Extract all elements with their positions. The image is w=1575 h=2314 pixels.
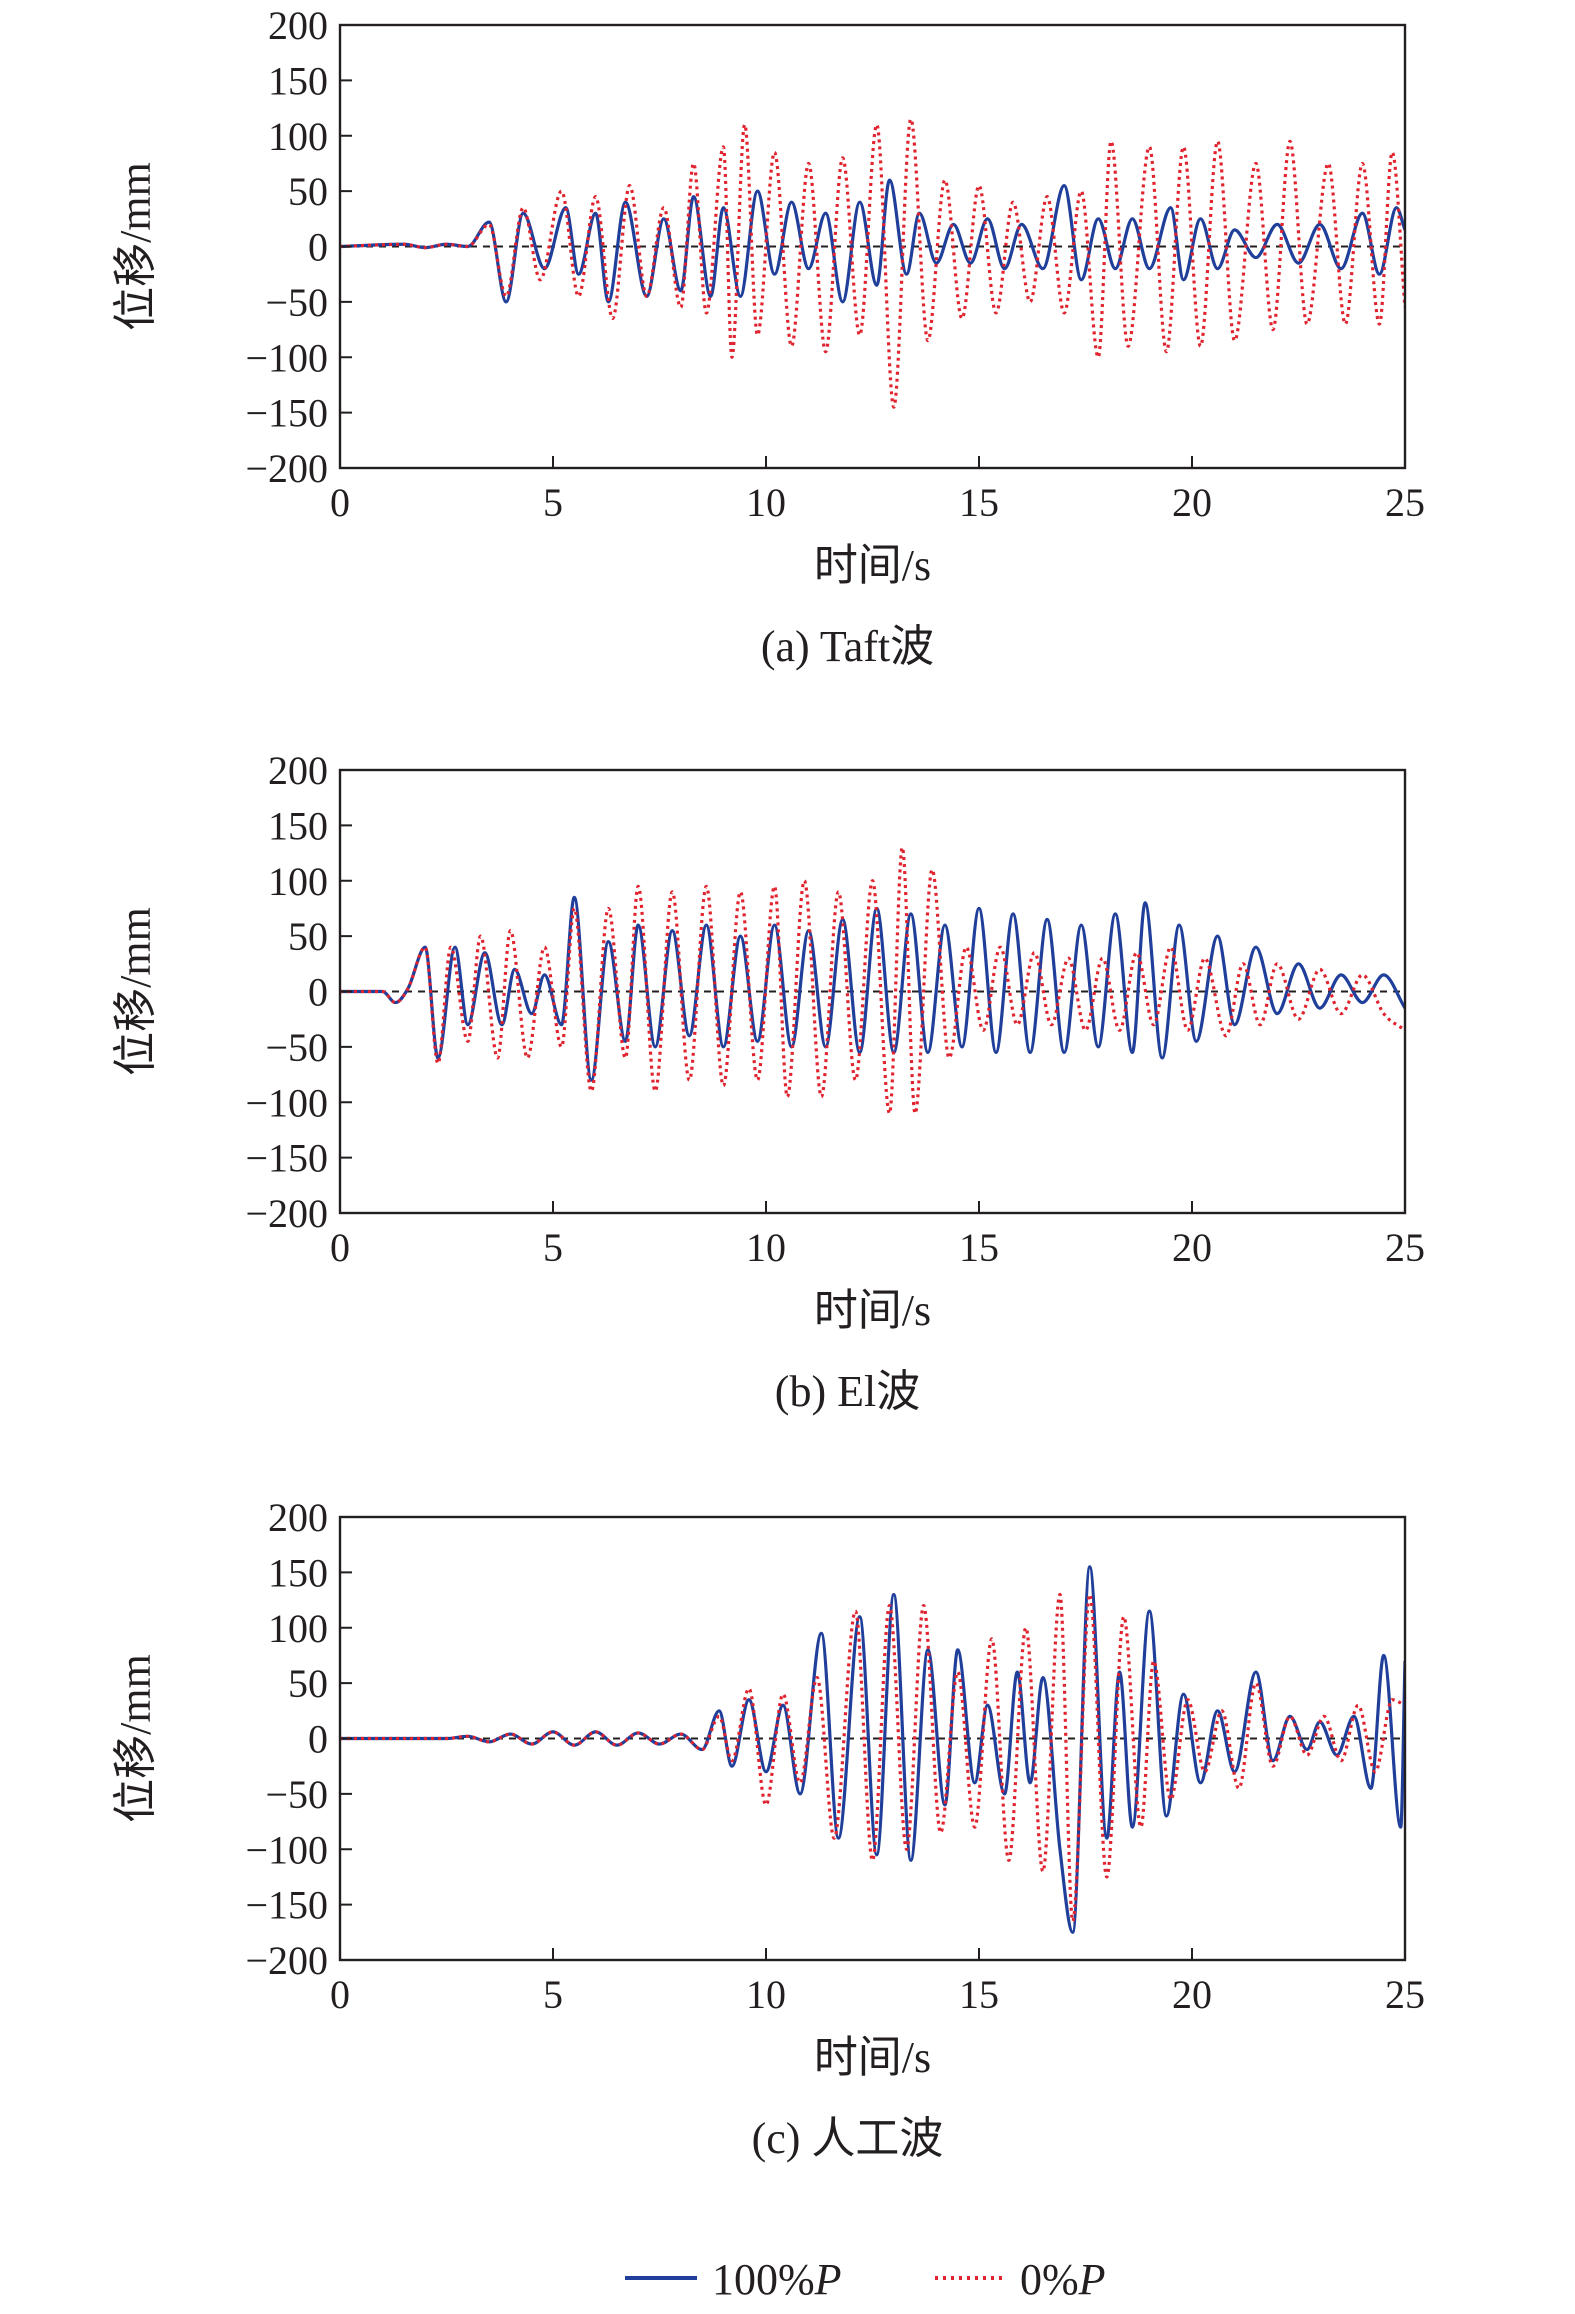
x-tick-label: 5: [543, 1225, 563, 1270]
x-tick-label: 10: [746, 1972, 786, 2017]
y-tick-label: 50: [288, 169, 328, 214]
series-line-100p: [340, 895, 1405, 1082]
y-axis-label: 位移/mm: [111, 162, 160, 331]
series-line-100p: [340, 178, 1405, 304]
y-tick-label: 200: [268, 748, 328, 793]
x-tick-label: 15: [959, 1225, 999, 1270]
x-tick-label: 25: [1385, 1225, 1425, 1270]
x-tick-label: 20: [1172, 480, 1212, 525]
legend-label-100p: 100%P: [712, 2255, 842, 2304]
y-tick-label: −50: [265, 280, 328, 325]
series-line-0p: [340, 845, 1405, 1115]
x-tick-label: 15: [959, 1972, 999, 2017]
y-tick-label: −200: [245, 446, 328, 491]
y-tick-label: −200: [245, 1938, 328, 1983]
y-tick-label: 150: [268, 1550, 328, 1595]
y-tick-label: 0: [308, 1717, 328, 1762]
x-axis-label: 时间/s: [814, 541, 931, 590]
x-tick-label: 10: [746, 480, 786, 525]
y-tick-label: −100: [245, 1080, 328, 1125]
x-tick-label: 10: [746, 1225, 786, 1270]
y-tick-label: −50: [265, 1772, 328, 1817]
panel-caption-taft: (a) Taft波: [761, 622, 934, 671]
y-tick-label: 50: [288, 1661, 328, 1706]
y-tick-label: 100: [268, 1606, 328, 1651]
x-tick-label: 5: [543, 1972, 563, 2017]
x-tick-label: 0: [330, 1972, 350, 2017]
x-tick-label: 0: [330, 1225, 350, 1270]
panel-caption-el: (b) El波: [775, 1367, 920, 1416]
y-tick-label: 50: [288, 914, 328, 959]
y-tick-label: 0: [308, 970, 328, 1015]
legend: 100%P 0%P: [625, 2255, 1106, 2304]
y-tick-label: 0: [308, 225, 328, 270]
y-tick-label: 200: [268, 1495, 328, 1540]
y-tick-label: −100: [245, 1827, 328, 1872]
y-tick-label: 100: [268, 114, 328, 159]
x-tick-label: 25: [1385, 480, 1425, 525]
panel-caption-artificial: (c) 人工波: [752, 2114, 944, 2163]
y-tick-label: −200: [245, 1191, 328, 1236]
y-tick-label: −150: [245, 1136, 328, 1181]
x-tick-label: 25: [1385, 1972, 1425, 2017]
y-tick-label: −50: [265, 1025, 328, 1070]
series-line-0p: [340, 117, 1405, 409]
legend-label-0p: 0%P: [1020, 2255, 1106, 2304]
x-tick-label: 0: [330, 480, 350, 525]
y-tick-label: 150: [268, 803, 328, 848]
x-axis-label: 时间/s: [814, 2033, 931, 2082]
y-tick-label: 100: [268, 859, 328, 904]
y-tick-label: 200: [268, 3, 328, 48]
series-line-0p: [340, 1592, 1405, 1923]
y-axis-label: 位移/mm: [111, 1654, 160, 1823]
x-tick-label: 5: [543, 480, 563, 525]
x-tick-label: 15: [959, 480, 999, 525]
y-tick-label: −100: [245, 335, 328, 380]
x-tick-label: 20: [1172, 1972, 1212, 2017]
y-tick-label: −150: [245, 391, 328, 436]
x-axis-label: 时间/s: [814, 1286, 931, 1335]
y-axis-label: 位移/mm: [111, 907, 160, 1076]
series-line-100p: [340, 1565, 1405, 1934]
x-tick-label: 20: [1172, 1225, 1212, 1270]
y-tick-label: −150: [245, 1883, 328, 1928]
y-tick-label: 150: [268, 58, 328, 103]
